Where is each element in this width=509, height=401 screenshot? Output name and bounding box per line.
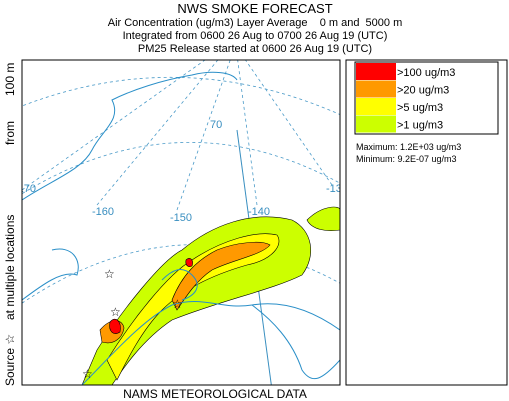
source-star: ☆ bbox=[110, 305, 121, 319]
legend-label: >20 ug/m3 bbox=[397, 85, 449, 97]
map-label: -150 bbox=[170, 212, 192, 224]
legend-swatch bbox=[356, 115, 396, 133]
title: NWS SMOKE FORECAST bbox=[177, 1, 332, 16]
footer: NAMS METEOROLOGICAL DATA bbox=[123, 387, 307, 401]
map-frame bbox=[21, 59, 341, 386]
legend-label: >100 ug/m3 bbox=[397, 67, 455, 79]
side-from: from bbox=[3, 121, 17, 145]
map-label: -130 bbox=[326, 183, 348, 195]
legend-swatch bbox=[356, 98, 396, 115]
side-locations: at multiple locations bbox=[3, 215, 17, 320]
source-star: ☆ bbox=[104, 267, 115, 281]
legend-label: >1 ug/m3 bbox=[397, 120, 443, 132]
source-markers: ☆ ☆ ☆ ☆ bbox=[82, 267, 183, 381]
legend-box bbox=[354, 61, 499, 135]
header-line: Integrated from 0600 26 Aug to 0700 26 A… bbox=[123, 30, 388, 42]
header-line: Air Concentration (ug/m3) Layer Average … bbox=[108, 17, 403, 29]
legend-panel bbox=[345, 59, 508, 386]
plume-100 bbox=[185, 258, 193, 267]
source-star: ☆ bbox=[82, 367, 93, 381]
map-label: -140 bbox=[248, 206, 270, 218]
map-label: -170 bbox=[14, 183, 36, 195]
legend-stat: Minimum: 9.2E-07 ug/m3 bbox=[356, 154, 457, 164]
map-label: 70 bbox=[210, 119, 222, 131]
legend: >100 ug/m3 >20 ug/m3 >5 ug/m3 >1 ug/m3 bbox=[356, 63, 455, 133]
map-label: -160 bbox=[92, 206, 114, 218]
coastline bbox=[22, 71, 340, 385]
source-star: ☆ bbox=[172, 297, 183, 311]
side-height: 100 m bbox=[3, 63, 17, 96]
legend-label: >5 ug/m3 bbox=[397, 102, 443, 114]
plume-100 bbox=[109, 318, 121, 334]
side-source: Source ☆ bbox=[3, 334, 17, 386]
side-label: Source ☆ at multiple locations from 100 … bbox=[3, 63, 17, 386]
legend-swatch bbox=[356, 80, 396, 98]
map: ☆ ☆ ☆ ☆ 70 -170 -160 -150 -140 -130 bbox=[14, 60, 348, 385]
legend-swatch bbox=[356, 63, 396, 80]
plume-20 bbox=[171, 241, 271, 311]
header-line: PM25 Release started at 0600 26 Aug 19 (… bbox=[138, 43, 372, 55]
plume-1 bbox=[306, 206, 340, 231]
legend-stat: Maximum: 1.2E+03 ug/m3 bbox=[356, 142, 461, 152]
